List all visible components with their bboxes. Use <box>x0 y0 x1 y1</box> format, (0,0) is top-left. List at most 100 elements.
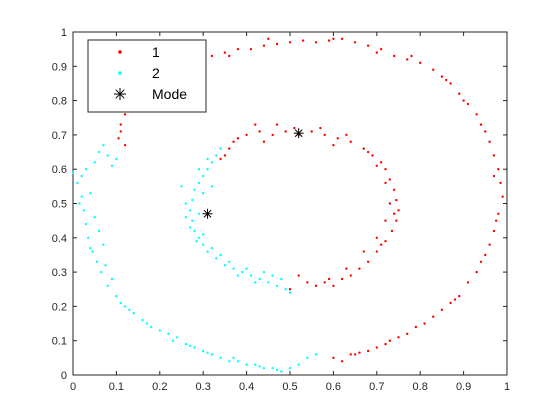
data-point <box>288 41 292 44</box>
data-point <box>497 212 500 215</box>
data-point <box>390 229 394 233</box>
data-point <box>475 113 478 116</box>
data-point <box>492 154 496 157</box>
data-point <box>349 353 352 356</box>
legend: 1 2 Mode <box>87 39 207 113</box>
data-point <box>119 130 122 133</box>
data-point <box>475 270 478 274</box>
data-point <box>236 274 240 277</box>
data-point <box>188 209 192 212</box>
data-point <box>267 37 270 41</box>
data-point <box>466 281 470 284</box>
data-point <box>110 277 114 281</box>
data-point <box>293 126 296 130</box>
data-point <box>323 133 326 137</box>
data-point <box>445 78 448 82</box>
data-point <box>223 264 227 267</box>
data-point <box>440 308 444 312</box>
data-point <box>197 236 201 239</box>
data-point <box>97 150 101 154</box>
data-point <box>332 37 335 41</box>
data-point <box>458 92 461 95</box>
data-point <box>462 99 465 102</box>
data-point <box>76 181 79 185</box>
data-point <box>258 277 261 281</box>
data-point <box>193 229 196 233</box>
data-point <box>184 216 188 219</box>
data-point <box>306 356 309 360</box>
data-point <box>384 219 387 222</box>
y-tick-label: 0.9 <box>52 61 67 73</box>
data-point <box>375 236 378 239</box>
data-point <box>392 212 396 215</box>
data-point <box>275 123 279 126</box>
data-point <box>184 342 188 346</box>
data-point <box>267 281 270 284</box>
data-point <box>494 219 498 222</box>
data-point <box>254 281 257 284</box>
legend-label: 1 <box>152 44 160 60</box>
data-point <box>449 82 452 85</box>
data-point <box>84 222 88 226</box>
data-point <box>362 147 365 150</box>
data-point <box>167 332 170 336</box>
data-point <box>414 325 418 329</box>
data-point <box>484 130 487 133</box>
data-point <box>340 277 344 281</box>
series-2-points <box>71 143 318 373</box>
data-point <box>219 147 222 150</box>
data-point <box>102 143 105 147</box>
data-point <box>193 188 196 191</box>
x-tick-label: 0.9 <box>456 381 471 393</box>
data-point <box>397 336 400 339</box>
data-point <box>254 123 257 126</box>
data-point <box>371 154 374 157</box>
data-point <box>366 349 370 353</box>
data-point <box>202 243 205 246</box>
legend-marker <box>118 50 122 54</box>
data-point <box>202 192 205 195</box>
data-point <box>102 243 105 246</box>
data-point <box>193 346 196 349</box>
y-tick-labels: 0 0.1 0.2 0.3 0.4 0.5 0.6 0.7 0.8 0.9 1 <box>52 27 67 382</box>
data-point <box>197 168 201 171</box>
data-point <box>297 274 300 277</box>
data-point <box>288 288 292 291</box>
data-point <box>149 325 153 329</box>
data-point <box>236 47 240 51</box>
legend-marker <box>118 71 122 75</box>
data-point <box>89 192 92 195</box>
data-point <box>410 54 413 58</box>
data-point <box>395 198 398 202</box>
x-tick-labels: 0 0.1 0.2 0.3 0.4 0.5 0.6 0.7 0.8 0.9 1 <box>70 381 510 393</box>
data-point <box>310 130 313 133</box>
data-point <box>141 318 144 322</box>
data-point <box>440 75 444 78</box>
tick-marks <box>72 31 508 376</box>
data-point <box>395 219 398 222</box>
x-tick-label: 0.1 <box>109 381 124 393</box>
x-tick-label: 0.5 <box>282 381 297 393</box>
data-point <box>80 174 83 178</box>
data-point <box>258 365 261 368</box>
data-point <box>171 339 175 342</box>
data-point <box>223 51 227 54</box>
data-point <box>384 168 387 171</box>
data-point <box>78 202 81 205</box>
data-point <box>219 356 222 360</box>
data-point <box>219 253 222 257</box>
data-point <box>379 47 383 51</box>
data-point <box>419 61 422 65</box>
data-point <box>332 143 335 147</box>
data-point <box>488 140 491 143</box>
data-point <box>202 174 205 178</box>
data-point <box>258 130 261 133</box>
data-point <box>280 370 283 373</box>
data-point <box>236 137 240 140</box>
data-point <box>499 181 502 185</box>
data-point <box>158 329 161 332</box>
data-point <box>280 277 283 281</box>
data-point <box>358 267 361 270</box>
data-point <box>95 260 99 264</box>
